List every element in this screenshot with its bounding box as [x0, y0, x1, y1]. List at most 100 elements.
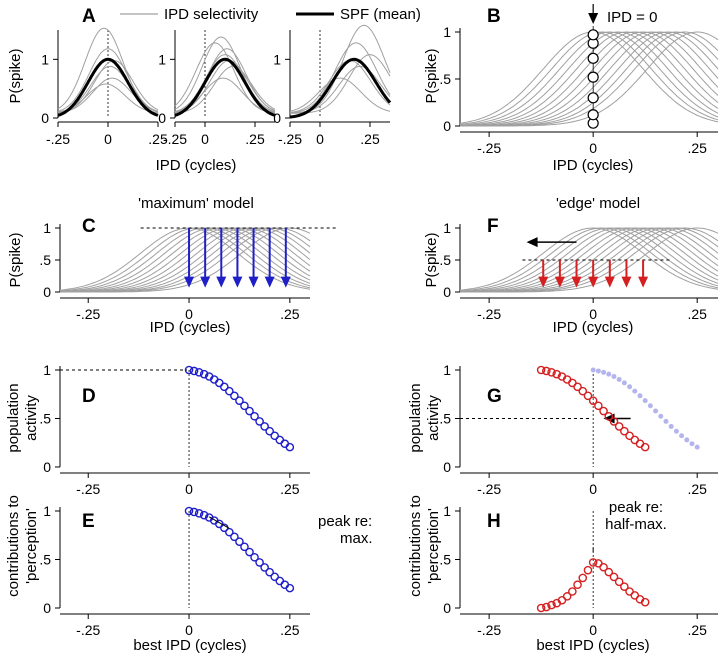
- panel-h-point-7: [573, 580, 582, 590]
- legend-black-label: SPF (mean): [340, 6, 421, 23]
- panel-d-ytick-label-2: 1: [43, 362, 51, 378]
- panel-e-xtick-label-1: 0: [185, 622, 193, 638]
- panel-b-tuning-curve-5: [460, 31, 719, 127]
- panel-c-ytick-label-0: 0: [43, 284, 51, 300]
- panel-b-xtick-label-1: 0: [589, 140, 597, 156]
- panel-f-arrow-head-6: [638, 276, 649, 288]
- panel-a2-gray-curve-0: [174, 42, 275, 114]
- panel-d-point-9: [230, 391, 239, 401]
- panel-g-ghost-point-17: [679, 433, 685, 439]
- panel-f-tuning-curve-2: [459, 227, 719, 292]
- panel-g-ghost-point-15: [668, 423, 674, 429]
- panel-h-point-1: [542, 602, 551, 612]
- panel-c-tuning-curve-5: [59, 227, 311, 293]
- panel-g-ghost-point-20: [694, 444, 700, 450]
- panel-a2-gray-curve-1: [174, 36, 276, 113]
- panel-h-point-2: [547, 600, 556, 610]
- ylabel-h-1: contributions to: [407, 495, 424, 597]
- panel-f-arrow-head-2: [571, 276, 582, 288]
- panel-g-ghost-point-13: [658, 413, 664, 419]
- panel-e-point-16: [265, 567, 274, 577]
- panel-g-ytick-label-0: 0: [443, 459, 451, 475]
- panel-g-ghost-point-8: [632, 388, 638, 394]
- panel-f-tuning-curve-0: [459, 227, 719, 291]
- panel-c-tuning-curve-1: [59, 227, 311, 292]
- panel-d-point-15: [260, 422, 269, 431]
- panel-d-xtick-label-1: 0: [185, 481, 193, 497]
- panel-g-ghost-point-19: [689, 441, 695, 447]
- panel-h-point-16: [620, 582, 629, 591]
- panel-h-point-10: [588, 558, 598, 567]
- panel-b-circle-4: [587, 52, 599, 64]
- panel-g-ghost-point-16: [673, 428, 679, 434]
- panel-a2-xtick-label-2: .25: [245, 131, 265, 147]
- legend: IPD selectivity SPF (mean): [120, 6, 421, 23]
- panel-c-arrow-head-0: [184, 276, 195, 288]
- panel-f-ytick-label-0: 0: [443, 284, 451, 300]
- panel-d-ytick-label-1: .5: [39, 411, 51, 427]
- panel-a3-spf-mean-curve: [289, 57, 392, 119]
- panel-letter-b: B: [487, 6, 501, 27]
- panel-d-point-3: [199, 369, 209, 379]
- panel-a3-gray-curve-0: [289, 77, 391, 112]
- panel-h-ytick-label-2: 1: [443, 503, 451, 519]
- panel-c-arrow-head-2: [216, 276, 227, 288]
- panel-b-circle-6: [587, 29, 599, 41]
- panel-e-ytick-label-0: 0: [43, 600, 51, 616]
- panel-e-annotation-line: [208, 516, 230, 529]
- panel-g-point-13: [604, 411, 614, 421]
- panel-c-xtick-label-0: -.25: [76, 306, 100, 322]
- panel-d-point-8: [225, 386, 234, 396]
- panel-d-point-7: [220, 382, 229, 392]
- xlabel-h: best IPD (cycles): [536, 637, 649, 654]
- panel-a3-ytick-label-1: 1: [273, 51, 281, 67]
- panel-f-shift-arrow-head: [526, 237, 538, 248]
- panel-e-ytick-label-1: .5: [39, 552, 51, 568]
- ylabel-e-1: contributions to: [5, 495, 22, 597]
- panel-g-point-12: [599, 406, 608, 416]
- panel-g-ghost-point-4: [611, 373, 617, 379]
- panel-c-arrow-head-4: [248, 276, 259, 288]
- panel-e-point-3: [199, 510, 209, 520]
- panel-c-tuning-curve-2: [59, 227, 311, 292]
- panel-f-arrow-head-0: [538, 276, 549, 288]
- panel-g-ghost-point-11: [647, 403, 653, 409]
- panel-h-ytick-label-1: .5: [439, 552, 451, 568]
- panel-letter-f: F: [487, 216, 499, 237]
- panel-g-ghost-point-12: [653, 408, 659, 414]
- panel-a2-ytick-label-0: 0: [158, 110, 166, 126]
- panel-letter-g: G: [487, 386, 502, 407]
- panel-f-arrow-head-4: [604, 276, 615, 288]
- legend-gray-label: IPD selectivity: [164, 6, 259, 23]
- panel-a1-xtick-label-2: .25: [148, 131, 168, 147]
- panel-h-point-13: [604, 567, 614, 577]
- panel-d-point-0: [184, 365, 194, 375]
- panel-letter-e: E: [82, 511, 95, 532]
- panel-b-circle-2: [587, 92, 599, 104]
- panel-f-xtick-label-0: -.25: [477, 306, 501, 322]
- panel-e-point-13: [250, 552, 259, 562]
- panel-a1-gray-curve-5: [57, 83, 159, 114]
- panel-g-ghost-point-7: [627, 384, 633, 390]
- panel-d-point-20: [285, 442, 295, 452]
- panel-c-ytick-label-1: .5: [39, 252, 51, 268]
- panel-g-point-8: [578, 386, 588, 396]
- panel-d-point-18: [275, 435, 285, 445]
- panel-f-arrow-head-3: [588, 276, 599, 288]
- panel-f-ytick-label-2: 1: [443, 220, 451, 236]
- panel-g-point-11: [594, 401, 603, 411]
- panel-e-point-17: [270, 572, 280, 582]
- panel-g-xtick-label-1: 0: [589, 481, 597, 497]
- panel-h-point-12: [599, 562, 608, 572]
- panel-h-point-6: [568, 587, 577, 596]
- panel-h-xtick-label-1: 0: [589, 622, 597, 638]
- ylabel-f: P(spike): [423, 232, 440, 287]
- ylabel-g-2: activity: [425, 395, 442, 441]
- panel-g-point-7: [573, 382, 582, 392]
- xlabel-a: IPD (cycles): [156, 157, 237, 174]
- panel-c-tuning-curve-12: [60, 227, 311, 293]
- panel-d-point-16: [265, 426, 274, 436]
- panel-h-ytick-label-0: 0: [443, 600, 451, 616]
- panel-e-ytick-label-2: 1: [43, 503, 51, 519]
- panel-b-ytick-label-0: 0: [443, 118, 451, 134]
